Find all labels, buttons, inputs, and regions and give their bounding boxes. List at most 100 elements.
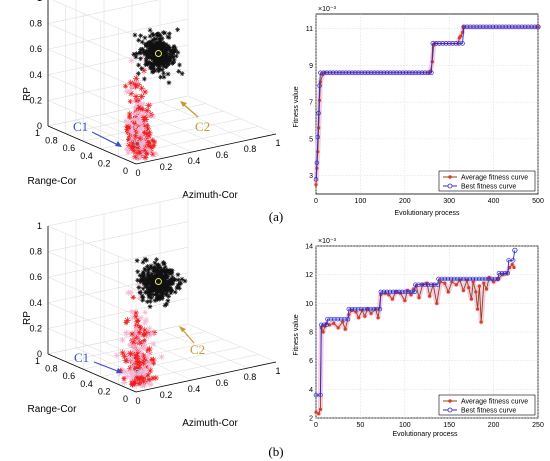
scatter-point xyxy=(135,104,142,112)
scatter-point xyxy=(157,60,163,66)
fitness-chart-b-exponent: ×10⁻³ xyxy=(318,238,337,245)
best-series-point xyxy=(394,70,399,76)
scatter-point xyxy=(137,332,144,338)
z-tick-label: 0.8 xyxy=(29,247,42,257)
scatter-point xyxy=(157,32,163,38)
scatter-point xyxy=(167,55,173,61)
x-tick-label: 0 xyxy=(314,198,318,205)
scatter-point xyxy=(133,79,140,87)
scatter-point xyxy=(169,270,175,276)
scatter-point xyxy=(127,90,135,97)
scatter-point xyxy=(146,143,152,149)
scatter-point xyxy=(136,103,142,109)
best-series-point xyxy=(489,276,495,282)
scatter-point xyxy=(147,27,153,33)
scatter-point xyxy=(162,55,168,61)
scatter-point xyxy=(139,39,145,45)
best-series-point xyxy=(340,70,345,76)
y-tick-label: 11 xyxy=(306,26,313,33)
best-series-point xyxy=(455,276,460,282)
scatter-point xyxy=(146,266,152,272)
scatter-point xyxy=(141,272,147,278)
scatter-point xyxy=(150,143,157,149)
best-series-point xyxy=(406,70,412,76)
scatter-point xyxy=(142,309,148,315)
scatter-point xyxy=(142,119,148,126)
scatter-point xyxy=(146,287,151,292)
scatter-point xyxy=(134,117,140,123)
y-tick-label: 12 xyxy=(305,272,313,279)
scatter-point xyxy=(137,351,144,357)
scatter-point xyxy=(147,367,154,375)
scatter-point xyxy=(158,56,163,62)
scatter-point xyxy=(135,378,142,386)
grid-line xyxy=(47,246,189,278)
scatter-point xyxy=(171,57,177,63)
best-series-point xyxy=(535,24,541,30)
scatter-point xyxy=(136,148,144,156)
best-series-point xyxy=(496,270,502,276)
best-series-point xyxy=(359,306,364,312)
best-series-point xyxy=(316,110,321,116)
y-tick-label: 0 xyxy=(123,394,128,404)
scatter-point xyxy=(154,60,160,66)
x-tick-label: 1 xyxy=(275,138,280,148)
legend-box xyxy=(438,170,536,192)
fitness-chart-b-legend: Average fitness curve Best fitness curve xyxy=(438,394,536,416)
best-series-point xyxy=(512,247,518,253)
scatter-point xyxy=(121,353,128,360)
best-series-point xyxy=(519,24,525,30)
x-tick-label: 1 xyxy=(275,366,280,376)
y-tick-label: 14 xyxy=(305,244,313,251)
scatter3d-b-points xyxy=(113,256,188,389)
scatter-point xyxy=(146,52,152,58)
scatter-point xyxy=(133,323,141,331)
scatter-point xyxy=(138,350,144,356)
best-series-point xyxy=(429,70,434,76)
scatter-point xyxy=(143,129,149,135)
best-series-point xyxy=(509,24,515,30)
grid-line xyxy=(47,302,137,342)
x-tick-label: 0 xyxy=(314,422,318,429)
scatter-point xyxy=(167,286,173,292)
avg-series-point xyxy=(435,301,439,305)
best-series-point xyxy=(484,24,489,30)
scatter-point xyxy=(151,139,158,145)
scatter-point xyxy=(133,366,139,372)
fitness-chart-a-ticks: 0 100 200 300 400 500 3 5 7 9 11 xyxy=(306,26,544,205)
scatter-point xyxy=(167,46,172,52)
scatter-point xyxy=(124,373,131,380)
scatter3d-b-grid xyxy=(47,195,277,393)
x-tick-label: 0 xyxy=(135,168,140,178)
scatter-point xyxy=(141,319,148,326)
scatter-point xyxy=(168,290,174,296)
scatter-point xyxy=(148,330,156,337)
best-series-point xyxy=(365,70,371,76)
z-tick-label: 0 xyxy=(37,121,42,131)
scatter-point xyxy=(146,345,153,353)
scatter-point xyxy=(149,271,155,277)
scatter-point xyxy=(139,382,146,389)
best-series-point xyxy=(387,70,393,76)
best-series-point xyxy=(506,258,511,263)
scatter-point xyxy=(152,298,158,303)
avg-series-point xyxy=(510,263,514,267)
scatter-point xyxy=(144,48,149,54)
scatter-point xyxy=(156,45,161,50)
best-series-point xyxy=(321,70,326,76)
best-series-point xyxy=(495,276,501,282)
scatter-point xyxy=(167,271,173,276)
y-tick-label: 2 xyxy=(309,416,313,423)
scatter-point xyxy=(136,326,144,334)
x-tick-label: 0.4 xyxy=(188,156,201,166)
scatter-point xyxy=(150,56,156,62)
x-tick-label: 0.8 xyxy=(244,144,257,154)
best-series-point xyxy=(313,177,319,182)
scatter-point xyxy=(136,281,143,289)
scatter-point xyxy=(146,376,152,383)
legend-box xyxy=(438,394,536,416)
scatter-point xyxy=(147,272,153,278)
scatter3d-a-ylabel: Range-Cor xyxy=(28,176,78,187)
avg-series-point xyxy=(454,283,458,287)
scatter-point xyxy=(133,318,141,325)
